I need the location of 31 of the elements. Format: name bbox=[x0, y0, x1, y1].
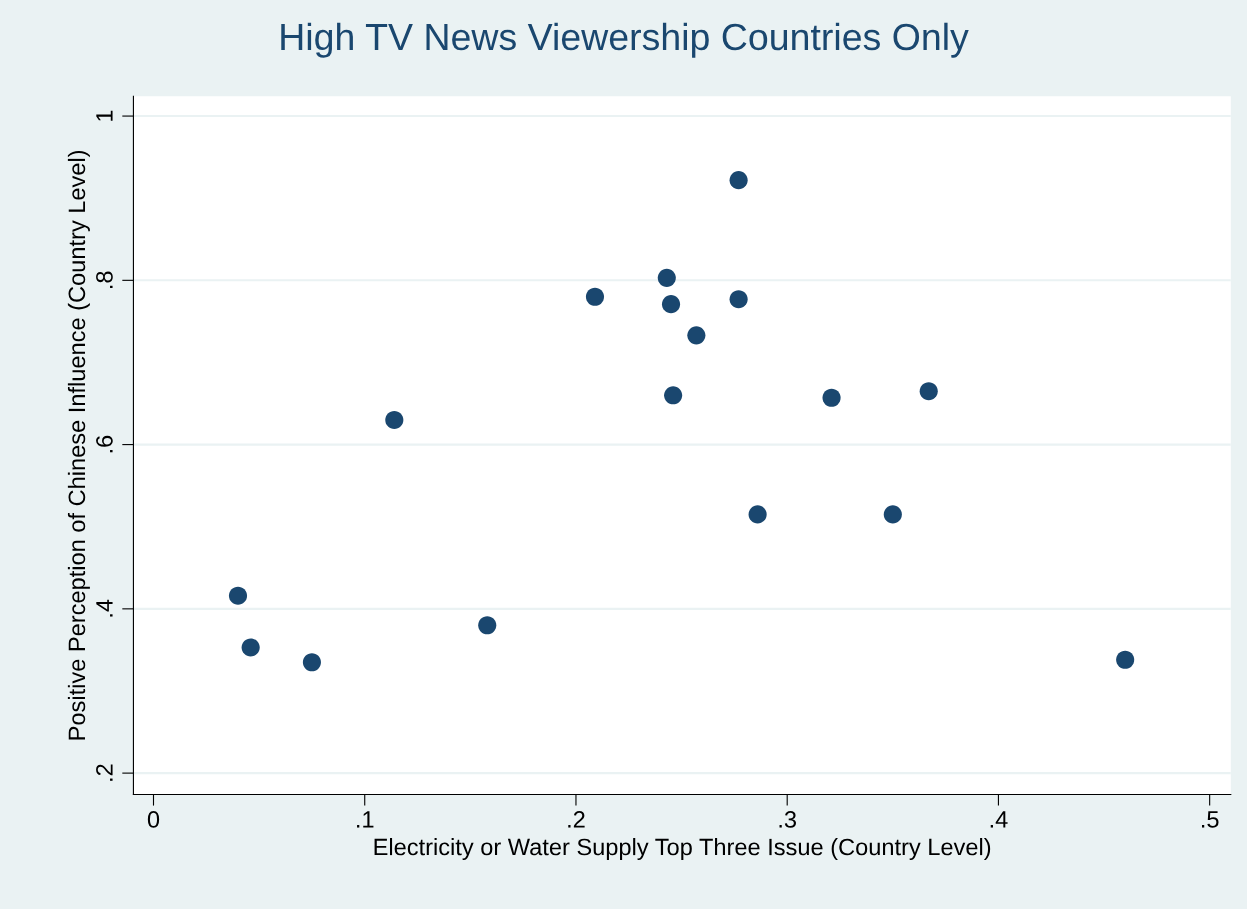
x-tick-label: .5 bbox=[1201, 811, 1219, 828]
point bbox=[228, 586, 248, 605]
point bbox=[664, 386, 683, 405]
point bbox=[385, 410, 404, 429]
point bbox=[919, 382, 938, 401]
point bbox=[478, 616, 497, 635]
y-tick-label: .8 bbox=[96, 271, 113, 289]
x-tick-label: .2 bbox=[568, 811, 585, 828]
y-tick-label: .4 bbox=[96, 599, 113, 617]
point bbox=[748, 505, 767, 524]
point bbox=[687, 326, 706, 345]
point bbox=[729, 290, 748, 309]
y-axis-title: Positive Perception of Chinese Influence (Country Level) bbox=[67, 150, 90, 740]
y-tick-label: 1 bbox=[96, 110, 113, 121]
y-tick-label: .2 bbox=[96, 764, 113, 781]
x-tick-label: .3 bbox=[779, 811, 797, 828]
point bbox=[822, 388, 841, 407]
point bbox=[657, 268, 676, 287]
x-tick-label: .4 bbox=[990, 811, 1008, 828]
point bbox=[729, 171, 748, 190]
point bbox=[883, 505, 902, 524]
x-tick-label: 0 bbox=[147, 811, 160, 828]
point bbox=[585, 287, 605, 306]
chart-title: High TV News Viewership Countries Only bbox=[281, 22, 969, 58]
x-tick-label: .1 bbox=[357, 811, 374, 828]
point bbox=[661, 295, 681, 314]
point bbox=[302, 653, 321, 672]
point bbox=[241, 638, 260, 657]
x-axis-title: Electricity or Water Supply Top Three Issue (Country Level) bbox=[374, 838, 991, 861]
point bbox=[1116, 650, 1135, 669]
y-tick-label: .6 bbox=[96, 435, 113, 453]
